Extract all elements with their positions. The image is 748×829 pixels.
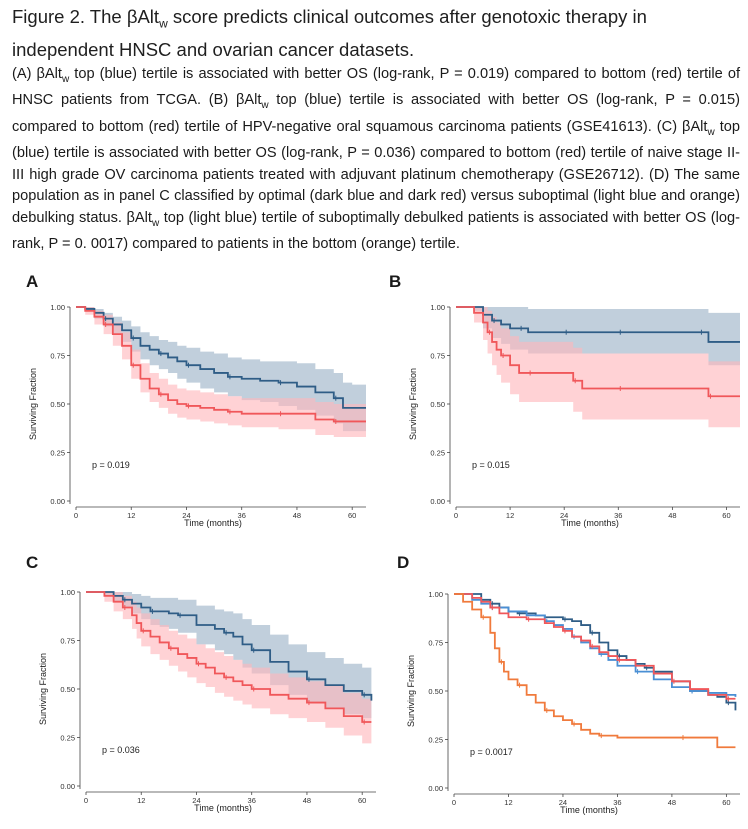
panel-d-survival-line-0 [454,593,737,711]
panel-d-y-tick-label: 0.25 [428,736,443,745]
panel-b-y-tick-label: 0.00 [430,497,445,506]
panel-b-x-axis-label: Time (months) [561,518,619,528]
panel-a-x-tick-label: 12 [127,511,135,520]
panel-c-x-tick-label: 60 [358,796,366,805]
panel-a-y-tick-label: 0.50 [50,400,65,409]
km-plot-c: 0.00 0.25 0.50 0.75 1.00 0 12 24 36 48 60 Time (mon… [38,588,376,813]
km-plot-a: 0.00 0.25 0.50 0.75 1.00 0 12 24 36 48 60 Time (mon… [28,303,366,528]
km-plot-b: 0.00 0.25 0.50 0.75 1.00 0 12 24 36 48 60 Time (mon… [408,303,740,528]
panel-a-x-tick-label: 36 [238,511,246,520]
panel-d-survival-line-3 [454,593,736,749]
panel-d-y-tick-label: 0.00 [428,784,443,793]
panel-a-y-tick-label: 1.00 [50,303,65,312]
panel-b-x-tick-label: 36 [614,511,622,520]
panel-c-y-tick-label: 0.25 [60,734,75,743]
panel-b-y-tick-label: 0.75 [430,352,445,361]
panel-b-ci-band-1 [456,307,740,428]
panel-b-x-tick-label: 48 [668,511,676,520]
panel-c-x-tick-label: 36 [248,796,256,805]
km-plot-d: 0.00 0.25 0.50 0.75 1.00 0 12 24 36 48 60 Time (mon… [406,590,740,815]
panel-c-survival-line-1 [86,591,372,723]
panel-c-x-tick-label: 24 [192,796,200,805]
panel-c-ci-band-1 [86,592,372,744]
panel-c-y-axis-label: Surviving Fraction [38,653,48,725]
panel-a-ci-band-1 [76,307,366,437]
panel-c-survival-line-0 [86,591,373,701]
panel-c-x-axis-label: Time (months) [194,803,252,813]
panel-a-y-axis-label: Surviving Fraction [28,368,38,440]
panel-c-y-tick-label: 0.00 [60,782,75,791]
panel-b-survival-line-0 [456,306,740,343]
panel-c-y-tick-label: 1.00 [60,588,75,597]
panel-c-p-value: p = 0.036 [102,745,140,755]
panel-b-y-axis-label: Surviving Fraction [408,368,418,440]
panel-c-x-tick-label: 0 [84,796,88,805]
panel-b-x-tick-label: 60 [722,511,730,520]
panel-a-x-axis-label: Time (months) [184,518,242,528]
panel-label-c: C [26,553,39,572]
panel-b-x-tick-label: 12 [506,511,514,520]
panel-d-x-tick-label: 24 [559,798,567,807]
panel-d-x-tick-label: 48 [668,798,676,807]
panel-label-b: B [389,272,402,291]
panel-b-survival-line-1 [456,306,740,398]
panel-a-x-tick-label: 60 [348,511,356,520]
panel-c-x-tick-label: 12 [137,796,145,805]
panel-a-p-value: p = 0.019 [92,460,130,470]
panel-c-x-tick-label: 48 [303,796,311,805]
panel-a-x-tick-label: 24 [182,511,190,520]
panel-d-x-tick-label: 12 [504,798,512,807]
panel-d-y-tick-label: 1.00 [428,590,443,599]
panel-d-x-tick-label: 60 [722,798,730,807]
panel-d-y-tick-label: 0.50 [428,687,443,696]
panel-b-x-tick-label: 0 [454,511,458,520]
panel-a-survival-line-1 [76,306,366,423]
panel-b-ci-band-0 [456,307,740,366]
panel-a-y-tick-label: 0.75 [50,352,65,361]
panel-d-x-axis-label: Time (months) [560,805,618,815]
panel-b-p-value: p = 0.015 [472,460,510,470]
panel-b-y-tick-label: 1.00 [430,303,445,312]
panel-a-y-tick-label: 0.25 [50,449,65,458]
panel-d-y-tick-label: 0.75 [428,639,443,648]
panel-a-x-tick-label: 0 [74,511,78,520]
panel-b-x-tick-label: 24 [560,511,568,520]
panel-d-x-tick-label: 36 [613,798,621,807]
panel-d-survival-line-1 [454,593,737,697]
panel-b-y-tick-label: 0.25 [430,449,445,458]
panel-c-y-tick-label: 0.50 [60,685,75,694]
panel-a-survival-line-0 [76,306,366,409]
panel-label-a: A [26,272,39,291]
panel-d-survival-line-2 [454,593,736,700]
panel-a-x-tick-label: 48 [293,511,301,520]
panel-b-y-tick-label: 0.50 [430,400,445,409]
panel-c-y-tick-label: 0.75 [60,637,75,646]
panel-a-y-tick-label: 0.00 [50,497,65,506]
panel-d-x-tick-label: 0 [452,798,456,807]
figure-caption: (A) βAltw top (blue) tertile is associat… [12,66,741,253]
panel-d-y-axis-label: Surviving Fraction [406,655,416,727]
panel-d-p-value: p = 0.0017 [470,747,513,757]
panel-label-d: D [397,553,410,572]
figure-title: Figure 2. The βAltw score predicts clini… [12,6,647,60]
